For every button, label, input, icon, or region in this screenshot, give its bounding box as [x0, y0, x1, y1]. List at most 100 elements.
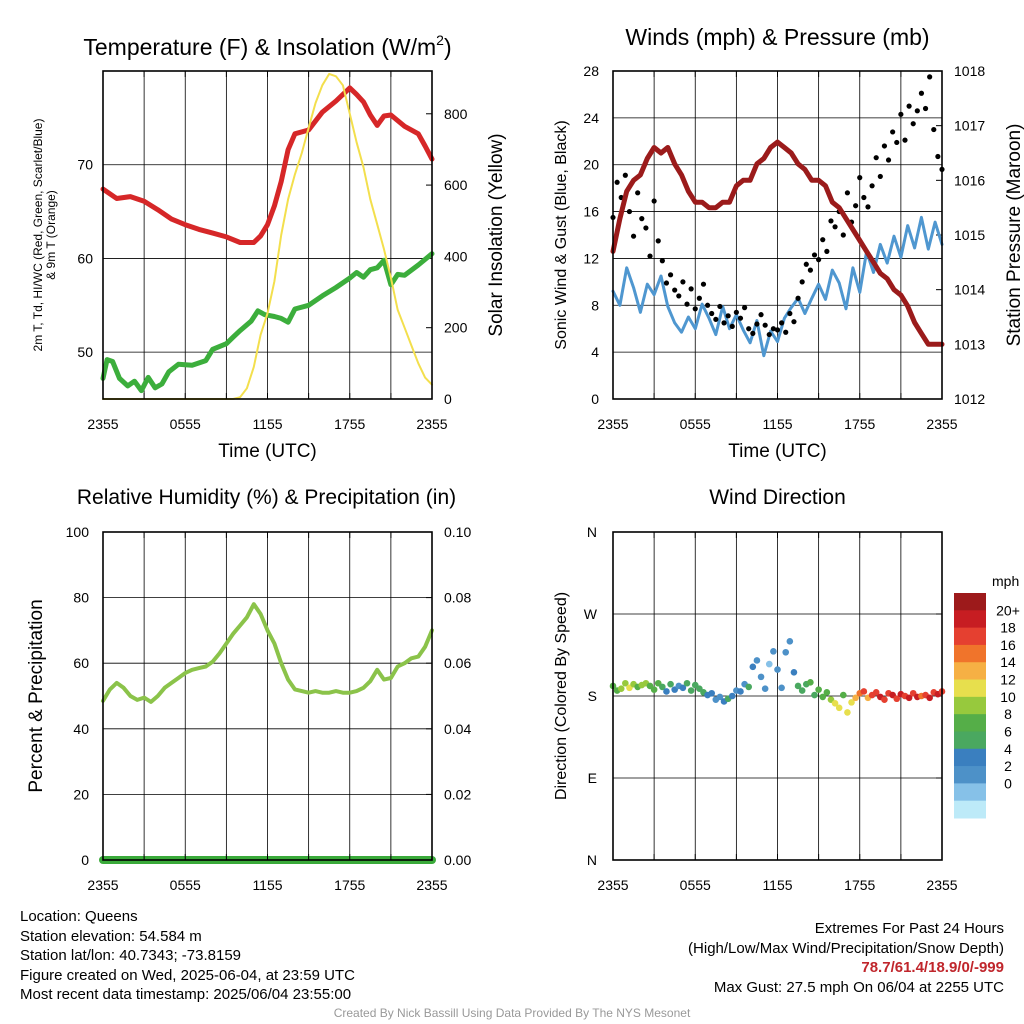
y-tick-label: S [588, 688, 597, 704]
wind-direction-point [774, 666, 781, 673]
wind-gust-point [659, 258, 665, 264]
x-axis-label: Time (UTC) [728, 441, 827, 462]
colorbar-label: 20+ [996, 602, 1020, 618]
wind-gust-point [692, 306, 698, 312]
wind-direction-point [683, 679, 691, 687]
max-gust-text: Max Gust: 27.5 mph On 06/04 at 2255 UTC [713, 978, 1004, 996]
y-tick-label: 16 [583, 204, 599, 220]
wind-gust-point [885, 157, 892, 163]
x-tick-label: 0555 [680, 877, 711, 893]
y2-axis-label: Station Pressure (Maroon) [1004, 124, 1024, 347]
wind-gust-point [922, 105, 929, 112]
wind-gust-point [655, 238, 661, 244]
wind-direction-point [831, 699, 839, 707]
wind-direction-point [848, 699, 855, 706]
colorbar-swatch [954, 644, 986, 663]
latlon-text: Station lat/lon: 40.7343; -73.8159 [20, 947, 242, 964]
x-tick-label: 0555 [680, 416, 711, 432]
station-info: Location: Queens Station elevation: 54.5… [20, 907, 355, 1005]
wind-gust-point [811, 252, 818, 258]
wind-gust-point [787, 310, 793, 317]
colorbar-label: 8 [1004, 706, 1012, 722]
wind-gust-point [684, 301, 690, 307]
wind-gust-point [737, 315, 744, 321]
y-tick-label: E [588, 770, 597, 786]
y-tick-label: 0 [81, 852, 89, 868]
y-tick-label: 80 [73, 590, 89, 606]
wind-direction-point [659, 683, 666, 691]
wind-direction-point [753, 657, 761, 664]
chart-title: Temperature (F) & Insolation (W/m2) [83, 32, 451, 60]
wind-gust-point [791, 319, 797, 325]
wind-gust-point [914, 108, 920, 114]
wind-direction-point [663, 688, 670, 695]
x-tick-label: 2355 [926, 416, 957, 432]
wind-gust-point [713, 316, 719, 322]
wind-direction-point [679, 684, 687, 692]
y2-tick-label: 0 [444, 391, 452, 407]
y-axis-label: Sonic Wind & Gust (Blue, Black) [553, 120, 570, 349]
recent-data-text: Most recent data timestamp: 2025/06/04 2… [20, 986, 352, 1003]
wind-gust-point [647, 253, 653, 259]
wind-gust-point [651, 198, 657, 204]
y-tick-label: 20 [583, 157, 599, 173]
wind-direction-point [617, 685, 625, 693]
extremes-values: 78.7/61.4/18.9/0/-999 [861, 959, 1004, 976]
wind-gust-point [828, 218, 834, 224]
wind-gust-point [614, 179, 620, 185]
wind-gust-point [832, 224, 838, 230]
sonic-wind-line [611, 215, 944, 358]
dewpoint-line [100, 251, 435, 394]
wind-gust-point [861, 194, 867, 201]
wind-gust-point [746, 326, 752, 332]
wind-gust-point [672, 287, 678, 293]
y2-tick-label: 0.00 [444, 852, 471, 868]
x-tick-label: 2355 [87, 877, 118, 893]
wind-gust-point [816, 257, 822, 263]
colorbar-label: 14 [1000, 654, 1016, 670]
wind-gust-point [688, 286, 694, 292]
y2-tick-label: 600 [444, 177, 468, 193]
wind-gust-point [700, 281, 707, 287]
wind-direction-point [745, 683, 753, 691]
y2-tick-label: 0.04 [444, 721, 471, 737]
wind-gust-point [844, 190, 851, 196]
elevation-text: Station elevation: 54.584 m [20, 927, 202, 945]
wind-direction-point [840, 691, 847, 699]
wind-gust-point [667, 272, 674, 278]
wind-gust-point [742, 305, 748, 311]
wind-gust-point [783, 329, 789, 335]
chart-title-superscript: 2 [436, 32, 444, 48]
y-axis-label-line2: & 9m T (Orange) [44, 190, 58, 280]
wind-direction-point [823, 689, 831, 696]
y-tick-label: N [587, 524, 597, 540]
wind-direction-point [782, 648, 790, 656]
y-tick-label: N [587, 852, 597, 868]
x-tick-label: 2355 [597, 877, 628, 893]
wind-direction-point [687, 687, 695, 694]
x-tick-label: 1755 [844, 416, 875, 432]
location-text: Location: Queens [20, 908, 138, 925]
wind-gust-point [766, 331, 772, 338]
wind-gust-point [630, 233, 637, 239]
wind-gust-point [754, 321, 760, 327]
y-tick-label: 20 [73, 786, 89, 802]
wind-gust-point [725, 313, 731, 319]
x-tick-label: 1755 [844, 877, 875, 893]
credit-text: Created By Nick Bassill Using Data Provi… [333, 1006, 691, 1020]
y-axis-label-line1: 2m T, Td, HI/WC (Red, Green, Scarlet/Blu… [31, 119, 45, 352]
x-tick-label: 1755 [334, 416, 365, 432]
insolation-line [102, 72, 433, 400]
wind-direction-point [757, 673, 765, 681]
wind-gust-point [873, 155, 879, 161]
colorbar-label: 10 [1000, 689, 1016, 705]
wind-gust-point [803, 261, 809, 267]
station-pressure-line [610, 139, 945, 347]
colorbar-title: mph [992, 573, 1019, 589]
x-tick-label: 2355 [597, 416, 628, 432]
wind-gust-point [622, 172, 628, 178]
wind-gust-point [894, 139, 900, 146]
wind-direction-point [794, 682, 802, 690]
wind-gust-point [680, 279, 686, 285]
